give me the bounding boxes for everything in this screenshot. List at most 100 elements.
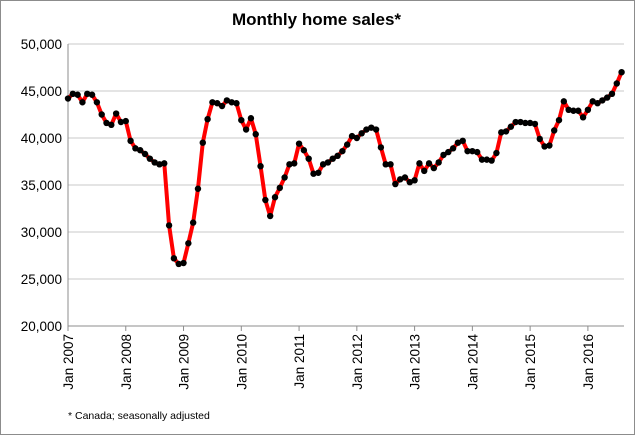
data-point <box>473 148 481 156</box>
data-point <box>440 151 447 159</box>
chart-title: Monthly home sales* <box>231 10 402 29</box>
data-point <box>348 132 356 140</box>
data-point <box>507 123 515 130</box>
data-point <box>146 155 154 162</box>
data-point <box>512 118 519 126</box>
data-point <box>613 80 620 87</box>
x-tick-label: Jan 2011 <box>292 334 307 389</box>
data-point <box>339 147 346 155</box>
chart-footnote: * Canada; seasonally adjusted <box>68 410 210 422</box>
data-point <box>112 110 120 117</box>
x-tick-label: Jan 2009 <box>177 334 192 390</box>
data-point <box>242 126 250 133</box>
data-point <box>579 114 587 121</box>
data-point <box>185 240 192 247</box>
data-point <box>416 160 423 167</box>
data-point <box>252 131 259 138</box>
data-point <box>79 99 86 106</box>
x-tick-label: Jan 2016 <box>581 334 596 390</box>
data-point <box>392 180 399 188</box>
data-point <box>127 137 134 145</box>
data-point <box>233 100 240 107</box>
data-point <box>517 118 524 126</box>
data-point <box>421 167 428 175</box>
data-point <box>180 259 187 267</box>
data-point <box>132 145 139 152</box>
data-point <box>478 156 486 163</box>
data-point <box>324 159 332 166</box>
data-point <box>387 161 394 168</box>
series-home-sales <box>64 69 625 268</box>
data-point <box>469 147 476 155</box>
data-point <box>372 126 380 133</box>
data-point <box>522 119 529 127</box>
data-point <box>464 147 471 155</box>
data-point <box>305 155 312 162</box>
data-point <box>608 90 616 98</box>
data-point <box>295 140 303 147</box>
data-point <box>334 152 341 160</box>
data-point <box>368 124 375 131</box>
data-point <box>454 139 462 146</box>
x-axis-tick-labels: Jan 2007 Jan 2008 Jan 2009 Jan 2010 Jan 2011… <box>61 334 596 390</box>
data-point <box>363 126 370 133</box>
data-point <box>449 145 457 152</box>
y-tick-label: 30,000 <box>21 225 62 240</box>
data-point <box>502 128 510 135</box>
data-point <box>266 212 274 220</box>
data-point <box>214 100 221 107</box>
data-point <box>570 107 577 114</box>
data-point <box>291 160 298 167</box>
data-point <box>599 97 606 104</box>
data-point <box>396 176 404 183</box>
data-point <box>575 107 582 114</box>
data-point <box>584 106 592 114</box>
data-point <box>189 219 197 226</box>
data-point <box>262 196 269 204</box>
data-point <box>117 118 125 126</box>
x-tick-label: Jan 2012 <box>350 334 365 390</box>
data-point <box>108 121 115 129</box>
data-point <box>137 147 144 154</box>
data-point <box>531 120 539 128</box>
data-point <box>103 119 110 127</box>
series-line <box>66 71 624 266</box>
data-point <box>257 163 264 170</box>
data-point <box>319 161 327 168</box>
data-point <box>170 255 178 262</box>
data-point <box>74 91 81 98</box>
x-tick-label: Jan 2010 <box>234 334 249 390</box>
data-point <box>204 116 211 123</box>
data-point <box>300 147 308 154</box>
y-tick-label: 50,000 <box>21 37 62 52</box>
data-point <box>122 117 129 125</box>
x-tick-label: Jan 2013 <box>408 334 423 390</box>
data-point <box>498 129 505 136</box>
data-point <box>594 100 601 107</box>
data-point <box>88 91 96 98</box>
y-tick-label: 35,000 <box>21 178 62 193</box>
data-point <box>69 90 77 98</box>
data-point <box>247 115 255 122</box>
data-point <box>589 98 596 105</box>
data-point <box>483 156 491 163</box>
data-point <box>315 169 322 176</box>
data-point <box>175 260 182 268</box>
data-point <box>93 99 101 106</box>
data-point <box>194 185 202 192</box>
y-tick-label: 45,000 <box>21 84 62 99</box>
data-point <box>493 149 500 157</box>
data-point <box>555 116 563 124</box>
data-point <box>98 111 105 118</box>
data-point <box>353 134 361 142</box>
axes <box>67 44 624 331</box>
data-point <box>276 184 284 192</box>
data-point <box>430 164 438 172</box>
x-tick-label: Jan 2007 <box>61 334 76 390</box>
data-point <box>401 174 409 181</box>
data-point <box>228 99 235 106</box>
data-point <box>286 161 293 168</box>
x-tick-label: Jan 2008 <box>119 334 134 390</box>
y-axis-tick-labels: 20,000 25,000 30,000 35,000 40,000 45,000 50,0… <box>21 37 62 334</box>
data-point <box>209 99 216 106</box>
